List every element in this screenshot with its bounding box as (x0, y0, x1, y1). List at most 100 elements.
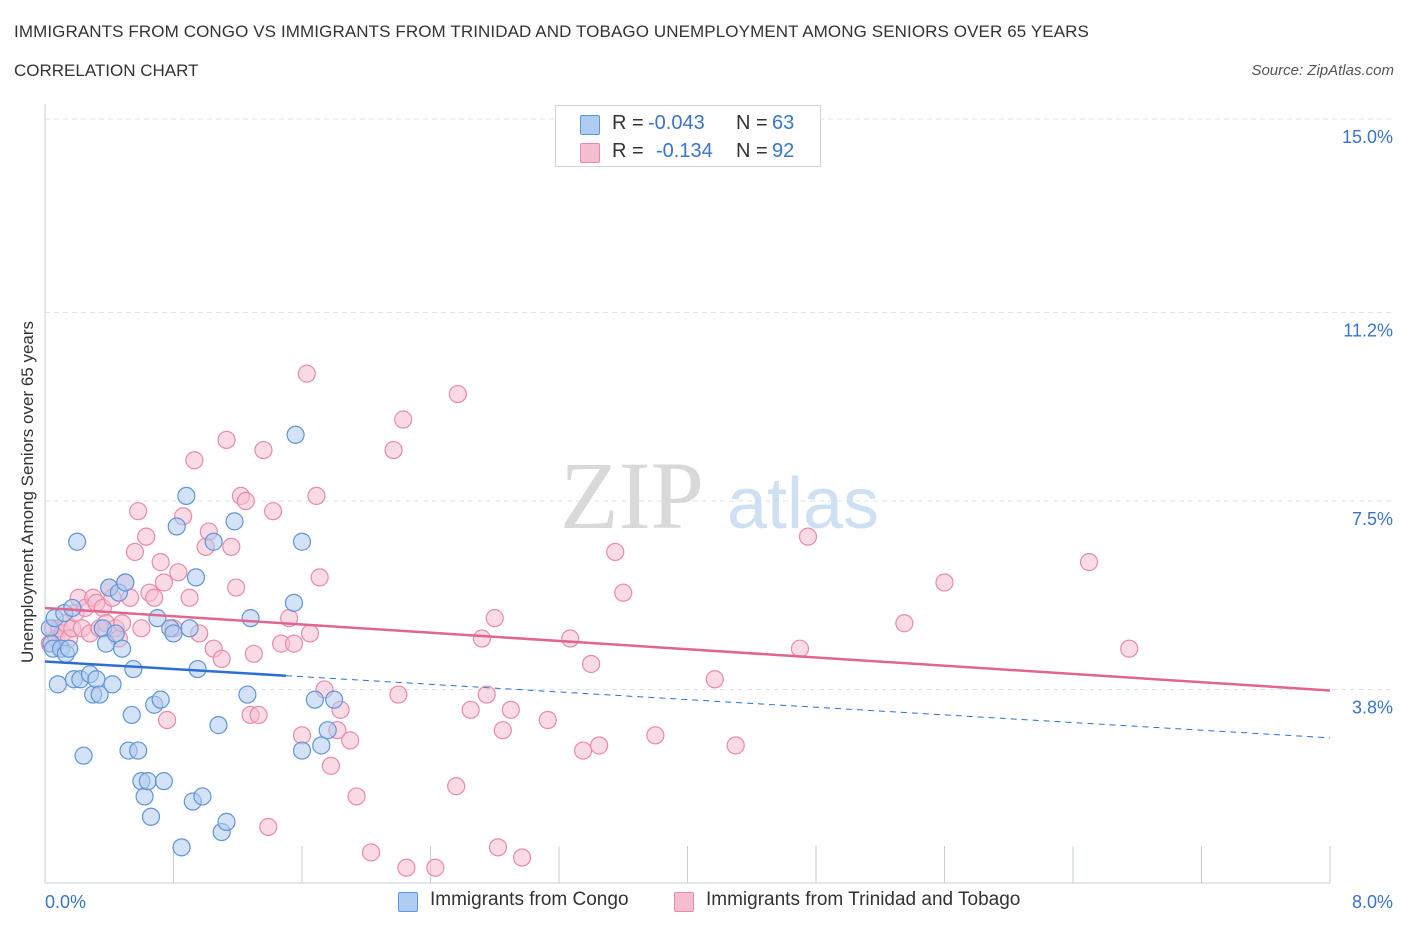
data-point-trinidad (263, 502, 283, 521)
data-point-trinidad (726, 736, 745, 755)
data-point-trinidad (790, 639, 810, 658)
data-point-congo (135, 787, 154, 806)
data-point-trinidad (705, 670, 724, 689)
data-point-trinidad (249, 705, 268, 725)
data-point-congo (241, 609, 260, 628)
data-point-congo (167, 517, 186, 536)
data-point-trinidad (185, 451, 204, 470)
data-point-trinidad (259, 817, 278, 837)
data-point-trinidad (488, 838, 508, 857)
y-axis-label: Unemployment Among Seniors over 65 years (18, 320, 37, 664)
data-point-trinidad (397, 858, 416, 877)
data-point-trinidad (169, 563, 188, 582)
data-point-congo (172, 838, 191, 857)
x-tick-label: 0.0% (45, 892, 86, 912)
legend-r-value-trinidad: -0.134 (656, 140, 713, 162)
watermark: ZIP atlas (560, 442, 879, 549)
data-point-trinidad (493, 721, 512, 740)
legend-r-label: R = (612, 112, 644, 134)
grid-layer (45, 118, 1395, 690)
data-point-congo (122, 705, 141, 725)
data-point-trinidad (538, 710, 557, 730)
data-point-trinidad (426, 858, 445, 877)
data-point-congo (177, 486, 196, 506)
data-point-trinidad (307, 486, 326, 506)
data-point-congo (225, 512, 244, 531)
data-point-trinidad (477, 685, 496, 704)
trend-line-trinidad (44, 606, 1331, 692)
data-point-congo (292, 532, 312, 551)
data-point-trinidad (582, 654, 601, 674)
data-point-trinidad (292, 726, 312, 745)
data-point-trinidad (321, 756, 341, 775)
data-point-trinidad (606, 542, 625, 562)
y-tick-label: 15.0% (1342, 127, 1393, 147)
legend-swatch-trinidad (580, 143, 600, 163)
data-point-congo (312, 736, 331, 755)
data-point-congo (129, 741, 148, 760)
data-point-trinidad (448, 384, 467, 404)
data-point-trinidad (646, 726, 665, 745)
y-tick-label: 3.8% (1352, 697, 1393, 717)
data-point-congo (193, 787, 212, 806)
data-point-trinidad (347, 787, 366, 806)
y-tick-label: 11.2% (1343, 321, 1393, 341)
data-point-trinidad (227, 578, 246, 597)
legend-r-label: R = (612, 140, 644, 162)
data-point-trinidad (341, 731, 360, 750)
legend-n-label: N = (736, 140, 768, 162)
data-point-congo (292, 741, 312, 760)
data-point-trinidad (132, 619, 151, 638)
data-point-congo (68, 532, 87, 551)
data-point-trinidad (217, 430, 236, 449)
source-label: Source: ZipAtlas.com (1251, 62, 1394, 79)
trend-line-congo-extension (285, 675, 1331, 739)
bottom-legend-label-trinidad: Immigrants from Trinidad and Tobago (706, 889, 1021, 910)
trend-layer (44, 606, 1331, 739)
data-point-trinidad (212, 649, 231, 668)
data-point-trinidad (157, 710, 177, 730)
data-point-trinidad (935, 573, 954, 592)
data-point-congo (48, 675, 67, 694)
data-point-trinidad (300, 624, 320, 643)
trend-line-congo (44, 660, 287, 677)
data-point-congo (325, 690, 344, 709)
data-point-congo (209, 716, 228, 735)
data-point-trinidad (614, 583, 633, 602)
data-point-congo (217, 812, 236, 831)
data-point-trinidad (895, 614, 914, 633)
data-point-congo (87, 670, 106, 689)
data-point-trinidad (125, 542, 145, 562)
data-point-congo (284, 593, 304, 612)
data-point-congo (286, 425, 305, 444)
data-point-trinidad (394, 410, 413, 429)
data-point-trinidad (361, 843, 381, 862)
data-point-congo (106, 624, 125, 643)
tick-labels: 3.8% 7.5% 11.2% 15.0% 0.0% 8.0% (45, 127, 1393, 912)
data-point-congo (103, 675, 122, 694)
axis-layer (44, 104, 1331, 884)
data-point-congo (59, 639, 79, 658)
data-point-trinidad (384, 440, 403, 460)
data-point-trinidad (447, 777, 466, 796)
data-point-trinidad (472, 629, 491, 648)
data-point-trinidad (129, 502, 148, 521)
data-point-congo (154, 772, 173, 791)
data-point-congo (305, 690, 324, 709)
data-point-trinidad (145, 588, 164, 607)
data-point-trinidad (137, 527, 156, 546)
legend-n-value-congo: 63 (772, 112, 795, 134)
data-point-trinidad (512, 848, 532, 867)
data-point-congo (63, 598, 82, 618)
watermark-zip: ZIP (560, 442, 704, 549)
data-point-congo (180, 619, 199, 638)
data-point-congo (138, 772, 157, 791)
data-point-trinidad (461, 700, 480, 719)
bottom-legend-label-congo: Immigrants from Congo (430, 889, 629, 910)
data-point-congo (124, 659, 143, 679)
data-point-trinidad (798, 527, 818, 546)
data-point-trinidad (222, 537, 241, 556)
data-point-congo (74, 746, 93, 765)
x-tick-label: 8.0% (1352, 892, 1393, 912)
